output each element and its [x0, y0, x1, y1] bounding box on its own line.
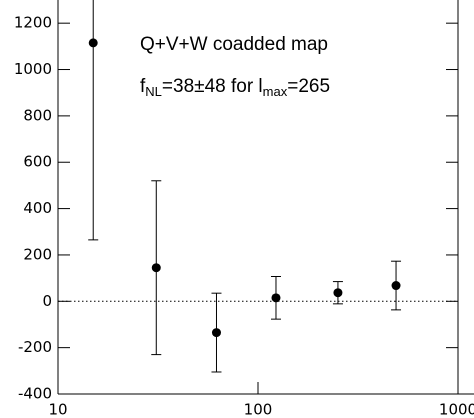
point	[88, 38, 98, 48]
y-tick-label: -200	[18, 338, 52, 356]
point	[211, 328, 221, 338]
x-tick-label: 100	[244, 401, 273, 418]
y-tick-label: 400	[23, 199, 52, 217]
point	[333, 288, 343, 298]
y-tick-label: 600	[23, 153, 52, 171]
annotation-part: =38±48 for l	[162, 76, 263, 97]
point	[271, 293, 281, 303]
annotation-part: =265	[287, 76, 330, 97]
annotation-part: f	[140, 76, 146, 97]
annotation-subscript: NL	[145, 84, 162, 99]
y-tick-label: -400	[18, 385, 52, 403]
point	[151, 263, 161, 273]
x-tick-label: 10	[48, 401, 67, 418]
y-tick-label: 800	[23, 106, 52, 124]
annotation: Q+V+W coadded map	[140, 34, 328, 55]
y-tick-label: 200	[23, 245, 52, 263]
y-tick-label: 0	[42, 292, 52, 310]
point	[391, 281, 401, 291]
y-tick-label: 1000	[14, 60, 52, 78]
annotation: fNL=38±48 for lmax=265	[140, 76, 330, 99]
annotation-subscript: max	[263, 84, 288, 99]
y-tick-label: 1200	[14, 14, 52, 32]
x-tick-label: 1000	[439, 401, 474, 418]
